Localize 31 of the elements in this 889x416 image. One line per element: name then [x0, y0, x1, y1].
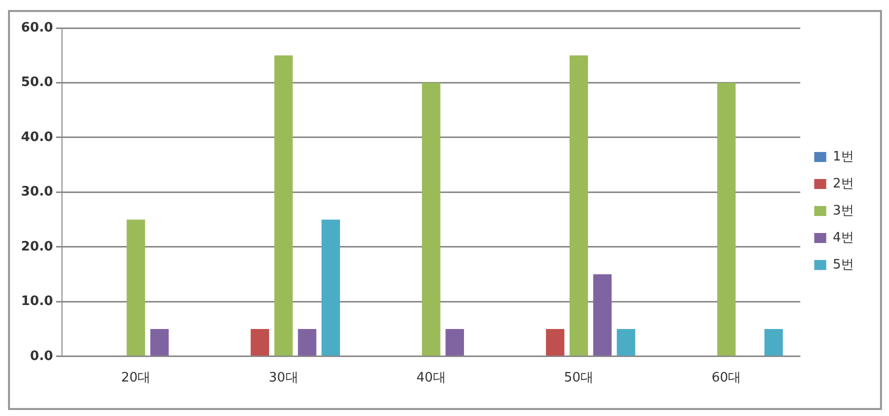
y-tick-label: 60.0	[20, 20, 54, 36]
bar	[593, 274, 612, 356]
bar	[422, 82, 440, 356]
bar	[616, 329, 636, 356]
x-tick-label: 30대	[268, 370, 298, 386]
x-tick-label: 40대	[416, 370, 446, 386]
legend-label: 2번	[832, 176, 854, 192]
bar	[298, 329, 316, 356]
y-tick-label: 30.0	[20, 184, 54, 200]
bar	[322, 220, 340, 356]
bar	[570, 55, 588, 356]
y-tick-label: 0.0	[30, 348, 54, 364]
y-tick-label: 50.0	[20, 75, 54, 90]
x-tick-label: 20대	[121, 370, 151, 386]
bar	[150, 329, 169, 356]
y-tick-label: 10.0	[20, 294, 54, 310]
bar	[546, 329, 564, 356]
x-tick-label: 60대	[712, 370, 742, 386]
bar	[274, 55, 293, 356]
legend-label: 5번	[832, 257, 854, 272]
legend-label: 3번	[832, 203, 854, 218]
bar	[764, 329, 783, 356]
bar	[446, 329, 464, 356]
bar	[250, 329, 270, 356]
y-tick-label: 20.0	[20, 239, 54, 254]
y-tick-label: 40.0	[20, 130, 54, 145]
legend-label: 1번	[832, 149, 854, 164]
legend-label: 4번	[832, 230, 854, 246]
bar	[126, 220, 146, 356]
bar	[717, 82, 736, 356]
x-tick-label: 50대	[564, 370, 594, 386]
